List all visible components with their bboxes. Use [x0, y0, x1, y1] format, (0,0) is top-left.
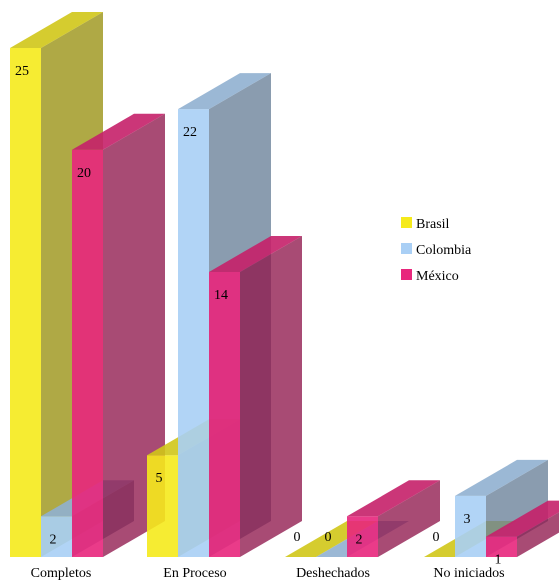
bar-méxico-0	[72, 113, 165, 558]
value-label-colombia-3: 3	[464, 512, 471, 527]
value-label-colombia-0: 2	[50, 532, 57, 547]
value-label-méxico-2: 2	[356, 532, 363, 547]
bar-méxico-1	[209, 235, 302, 557]
value-label-méxico-3: 1	[495, 553, 502, 568]
value-label-méxico-1: 14	[214, 288, 228, 303]
bars-layer	[10, 12, 559, 558]
legend-swatch-colombia	[401, 243, 412, 254]
legend-label-méxico: México	[416, 269, 459, 284]
value-label-brasil-3: 0	[433, 530, 440, 545]
value-label-méxico-0: 20	[77, 166, 91, 181]
value-label-brasil-2: 0	[294, 530, 301, 545]
category-label-2: Deshechados	[296, 566, 370, 581]
value-label-brasil-0: 25	[15, 64, 29, 79]
legend-label-colombia: Colombia	[416, 243, 472, 258]
bar-méxico-3	[486, 500, 559, 557]
category-label-1: En Proceso	[163, 566, 226, 581]
category-label-0: Completos	[31, 566, 92, 581]
legend-label-brasil: Brasil	[416, 217, 450, 232]
value-label-colombia-2: 0	[325, 530, 332, 545]
bar-méxico-2	[347, 480, 440, 557]
category-axis-labels: Completos En Proceso Deshechados No iniciad…	[31, 566, 505, 581]
value-label-brasil-1: 5	[156, 471, 163, 486]
legend: Brasil Colombia México	[401, 217, 472, 284]
value-label-colombia-1: 22	[183, 125, 197, 140]
category-label-3: No iniciados	[433, 566, 504, 581]
legend-swatch-brasil	[401, 217, 412, 228]
legend-swatch-méxico	[401, 269, 412, 280]
